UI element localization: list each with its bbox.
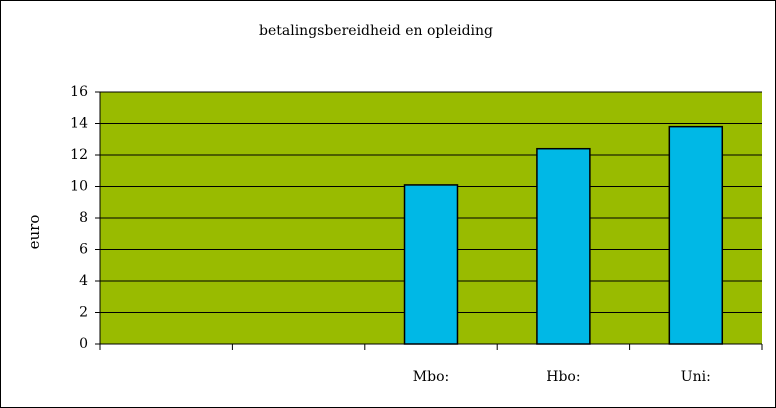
bar xyxy=(403,184,459,345)
x-tick-label: Hbo: xyxy=(546,369,580,385)
y-tick-label: 8 xyxy=(79,210,88,226)
bar xyxy=(668,125,724,345)
y-tick-label: 10 xyxy=(70,179,88,195)
y-tick-label: 14 xyxy=(70,116,88,132)
y-tick-label: 4 xyxy=(79,273,88,289)
y-tick-label: 2 xyxy=(79,305,88,321)
chart-title: betalingsbereidheid en opleiding xyxy=(259,23,493,39)
y-tick-label: 0 xyxy=(79,336,88,352)
y-tick-label: 6 xyxy=(79,242,88,258)
x-tick-label: Uni: xyxy=(681,369,711,385)
x-tick-label: Mbo: xyxy=(413,369,449,385)
bar xyxy=(536,147,591,345)
y-axis-label: euro xyxy=(25,215,43,250)
y-tick-label: 16 xyxy=(70,84,88,100)
y-tick-label: 12 xyxy=(70,147,88,163)
